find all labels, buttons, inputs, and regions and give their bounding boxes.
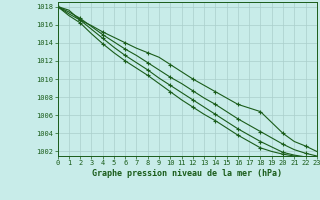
X-axis label: Graphe pression niveau de la mer (hPa): Graphe pression niveau de la mer (hPa): [92, 169, 282, 178]
